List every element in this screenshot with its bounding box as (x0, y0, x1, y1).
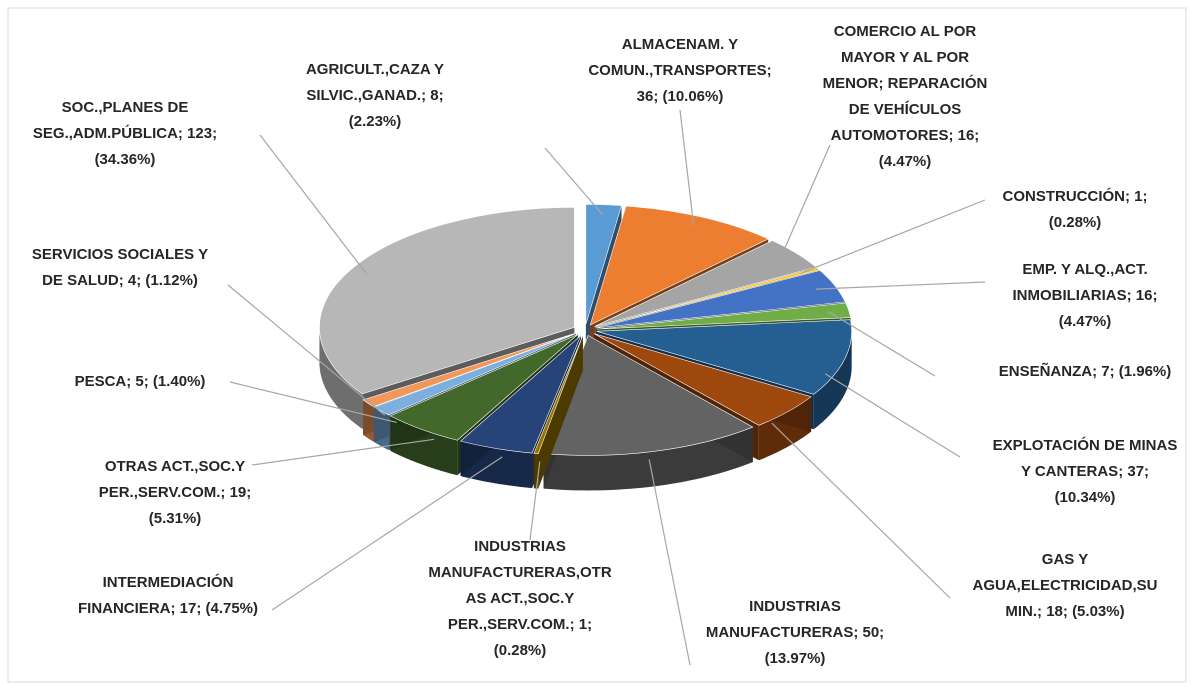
data-label: MAYOR Y AL POR (841, 49, 969, 66)
data-label: EMP. Y ALQ.,ACT. (1022, 261, 1147, 278)
data-label: (0.28%) (1049, 214, 1102, 231)
data-label: PER.,SERV.COM.; 19; (99, 484, 252, 501)
data-label: SOC.,PLANES DE (62, 99, 189, 116)
slice (596, 270, 846, 329)
leader-line (271, 456, 503, 611)
slice (460, 335, 582, 454)
data-label: SEG.,ADM.PÚBLICA; 123; (33, 124, 217, 142)
leader-line (679, 109, 695, 226)
data-label: (34.36%) (95, 151, 156, 168)
data-label: Y CANTERAS; 37; (1021, 463, 1149, 480)
slice (593, 333, 812, 426)
leader-line (529, 461, 541, 541)
data-label: (5.31%) (149, 510, 202, 527)
pie (319, 204, 852, 491)
leader-line (648, 459, 691, 666)
data-label: SILVIC.,GANAD.; 8; (306, 87, 443, 104)
data-label: INDUSTRIAS (749, 598, 841, 615)
data-label: MENOR; REPARACIÓN (823, 74, 988, 92)
data-label: DE SALUD; 4; (1.12%) (42, 272, 198, 289)
leader-line (259, 134, 369, 276)
data-label: COMERCIO AL POR (834, 23, 977, 40)
data-label: MIN.; 18; (5.03%) (1005, 603, 1124, 620)
leader-line (227, 284, 386, 416)
slice (533, 335, 584, 455)
slice-side (813, 331, 852, 430)
data-label: FINANCIERA; 17; (4.75%) (78, 600, 258, 617)
data-label: (4.47%) (1059, 313, 1112, 330)
data-label: INTERMEDIACIÓN (103, 573, 234, 591)
slice (362, 333, 576, 408)
data-label: (0.28%) (494, 642, 547, 659)
data-label: COMUN.,TRANSPORTES; (588, 62, 771, 79)
slice (596, 319, 852, 395)
leader-line (800, 199, 986, 275)
data-label: (13.97%) (765, 650, 826, 667)
slice (389, 334, 578, 441)
leader-line (229, 381, 397, 424)
leader-line (251, 438, 435, 466)
data-label: AUTOMOTORES; 16; (831, 127, 980, 144)
data-labels: AGRICULT.,CAZA Y SILVIC.,GANAD.; 8; (2.23%… (32, 23, 1177, 667)
leader-line (815, 281, 986, 290)
data-label: CONSTRUCCIÓN; 1; (1003, 187, 1148, 205)
data-label: GAS Y (1042, 551, 1088, 568)
data-label: AS ACT.,SOC.Y (466, 590, 575, 607)
data-label: PER.,SERV.COM.; 1; (448, 616, 592, 633)
slice (319, 207, 575, 395)
data-label: OTRAS ACT.,SOC.Y (105, 458, 245, 475)
data-label: INMOBILIARIAS; 16; (1012, 287, 1157, 304)
data-label: INDUSTRIAS (474, 538, 566, 555)
slice-side (543, 427, 753, 491)
leader-line (544, 147, 603, 215)
data-label: MANUFACTURERAS,OTR (428, 564, 611, 581)
data-label: ALMACENAM. Y (622, 36, 738, 53)
slice (596, 302, 852, 330)
data-label: (2.23%) (349, 113, 402, 130)
leader-line (824, 373, 961, 458)
data-label: MANUFACTURERAS; 50; (706, 624, 884, 641)
slice (595, 267, 820, 328)
leader-line (779, 144, 831, 260)
data-label: EXPLOTACIÓN DE MINAS (993, 436, 1178, 454)
data-label: PESCA; 5; (1.40%) (75, 373, 206, 390)
slice (543, 335, 754, 456)
data-label: (4.47%) (879, 153, 932, 170)
data-label: (10.34%) (1055, 489, 1116, 506)
data-label: AGUA,ELECTRICIDAD,SU (972, 577, 1157, 594)
slice (585, 204, 622, 325)
slice-edge (533, 335, 583, 489)
data-label: ENSEÑANZA; 7; (1.96%) (999, 362, 1172, 380)
data-label: SERVICIOS SOCIALES Y (32, 246, 208, 263)
data-label: 36; (10.06%) (637, 88, 724, 105)
leader-line (771, 422, 951, 599)
slice (589, 205, 769, 326)
data-label: DE VEHÍCULOS (849, 101, 962, 118)
data-label: AGRICULT.,CAZA Y (306, 61, 444, 78)
leader-line (828, 311, 936, 377)
